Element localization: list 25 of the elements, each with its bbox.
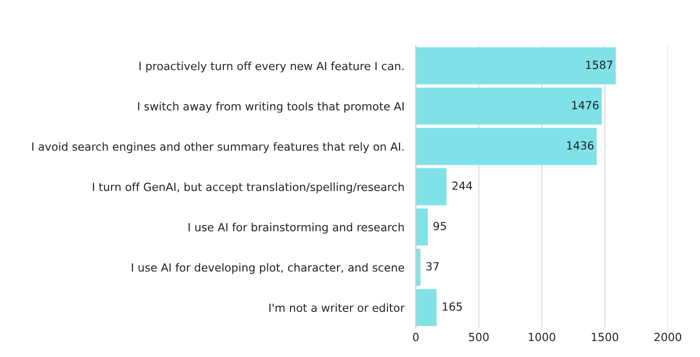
y-tick-label: I turn off GenAI, but accept translation/spelling/research	[92, 182, 404, 194]
y-tick-label: I switch away from writing tools that promote AI	[138, 102, 404, 113]
x-tick-label: 2000	[654, 332, 682, 342]
data-label: 1587	[586, 60, 612, 70]
data-label: 95	[434, 222, 446, 230]
x-tick-label: 0	[413, 332, 419, 342]
data-label: 244	[452, 182, 472, 190]
x-tick-label: 1000	[528, 332, 556, 342]
y-tick-label: I proactively turn off every new AI feature I can.	[140, 62, 404, 72]
x-tick-label: 500	[469, 332, 489, 342]
x-tick-label: 1500	[592, 332, 618, 342]
bar	[416, 208, 428, 246]
bar	[416, 289, 437, 326]
y-tick-label: I use AI for brainstorming and research	[188, 222, 404, 234]
y-tick-label: I avoid search engines and other summary features that rely on AI.	[32, 142, 404, 153]
data-label: 37	[426, 262, 439, 271]
data-label: 165	[442, 302, 462, 311]
y-tick-label: I use AI for developing plot, character, and scene	[132, 263, 404, 274]
bar	[416, 88, 602, 125]
bar	[416, 168, 447, 206]
data-label: 1476	[572, 100, 599, 110]
bar	[416, 47, 616, 84]
bar	[416, 128, 597, 165]
data-label: 1436	[567, 141, 594, 150]
y-tick-label: I'm not a writer or editor	[269, 303, 405, 312]
